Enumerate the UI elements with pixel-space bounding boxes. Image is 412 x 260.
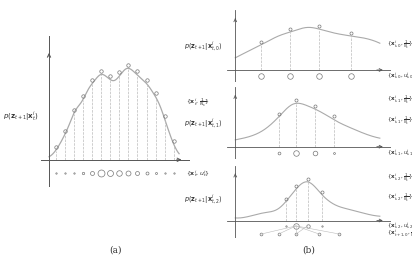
Text: (a): (a) bbox=[109, 245, 122, 254]
Text: $\{\mathbf{x}_{t,1}^i, \frac{1}{N_s}\}$: $\{\mathbf{x}_{t,1}^i, \frac{1}{N_s}\}$ bbox=[387, 115, 412, 127]
Text: $\{\mathbf{x}_{t+1,0}^i, \frac{1}{N_s}\}$: $\{\mathbf{x}_{t+1,0}^i, \frac{1}{N_s}\}… bbox=[387, 228, 412, 240]
Text: $\{\mathbf{x}_{t,0}^i, \frac{1}{N_s}\}$: $\{\mathbf{x}_{t,0}^i, \frac{1}{N_s}\}$ bbox=[387, 38, 412, 51]
Text: $\{\mathbf{x}_{t,2}^i, \frac{1}{N_s}\}$: $\{\mathbf{x}_{t,2}^i, \frac{1}{N_s}\}$ bbox=[387, 191, 412, 204]
Text: $\{\mathbf{x}_t^i, u_t^i\}$: $\{\mathbf{x}_t^i, u_t^i\}$ bbox=[186, 168, 210, 179]
Text: $p(\mathbf{z}_{t+1}|\mathbf{x}_{t,2}^i)$: $p(\mathbf{z}_{t+1}|\mathbf{x}_{t,2}^i)$ bbox=[184, 193, 222, 206]
Text: $\{\mathbf{x}_{t,2}^i, \frac{1}{N_s}\}$: $\{\mathbf{x}_{t,2}^i, \frac{1}{N_s}\}$ bbox=[387, 172, 412, 184]
Text: $\{\mathbf{x}_{t,1}^i, u_{t,1}^i\}$: $\{\mathbf{x}_{t,1}^i, u_{t,1}^i\}$ bbox=[387, 148, 412, 158]
Text: $\{\mathbf{x}_{t,0}^i, u_{t,0}^i\}$: $\{\mathbf{x}_{t,0}^i, u_{t,0}^i\}$ bbox=[387, 71, 412, 81]
Text: $p(\mathbf{z}_{t+1}|\mathbf{x}_{t,1}^i)$: $p(\mathbf{z}_{t+1}|\mathbf{x}_{t,1}^i)$ bbox=[184, 117, 222, 130]
Text: (b): (b) bbox=[302, 245, 316, 254]
Text: $\{\mathbf{x}_{t,1}^i, \frac{1}{N_s}\}$: $\{\mathbf{x}_{t,1}^i, \frac{1}{N_s}\}$ bbox=[387, 94, 412, 106]
Text: $p(\mathbf{z}_{t+1}|\mathbf{x}_t^i)$: $p(\mathbf{z}_{t+1}|\mathbf{x}_t^i)$ bbox=[3, 109, 39, 123]
Text: $\{\mathbf{x}_{t,2}^i, u_{t,2}^i\}$: $\{\mathbf{x}_{t,2}^i, u_{t,2}^i\}$ bbox=[387, 221, 412, 231]
Text: $p(\mathbf{z}_{t+1}|\mathbf{x}_{t,0}^i)$: $p(\mathbf{z}_{t+1}|\mathbf{x}_{t,0}^i)$ bbox=[184, 40, 222, 53]
Text: $\{\mathbf{x}_t^i, \frac{1}{N_s}\}$: $\{\mathbf{x}_t^i, \frac{1}{N_s}\}$ bbox=[186, 97, 210, 109]
